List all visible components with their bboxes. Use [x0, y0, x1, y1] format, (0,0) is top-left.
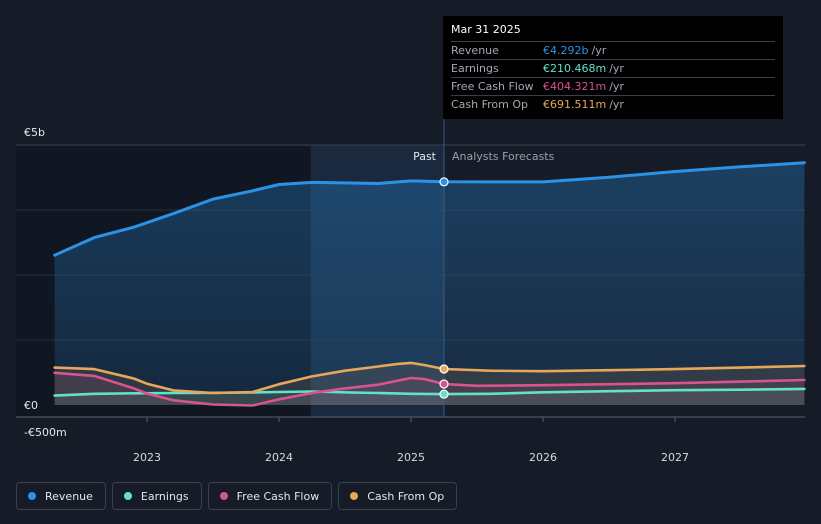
- past-label: Past: [413, 150, 437, 163]
- legend-dot-icon: [350, 492, 359, 500]
- cash-from-op-line: [53, 361, 806, 395]
- free-cash-flow-line: [53, 371, 806, 407]
- tooltip-row-earnings: Earnings €210.468m /yr: [451, 59, 775, 77]
- cash-from-op-area: [54, 362, 805, 405]
- earnings-line: [53, 387, 806, 397]
- legend-label: Revenue: [45, 489, 93, 503]
- x-tick-label: 2023: [133, 451, 161, 464]
- tooltip-value: €210.468m: [543, 62, 607, 75]
- legend-item-revenue[interactable]: Revenue: [16, 482, 106, 510]
- legend-dot-icon: [28, 492, 36, 500]
- tooltip-unit: /yr: [609, 80, 624, 93]
- tooltip-row-cash-from-op: Cash From Op €691.511m /yr: [451, 95, 775, 113]
- x-tick-label: 2026: [529, 451, 557, 464]
- cash-from-op-marker: [439, 364, 449, 374]
- tooltip: Mar 31 2025 Revenue €4.292b /yr Earnings…: [443, 16, 783, 119]
- forecast-label: Analysts Forecasts: [452, 150, 555, 163]
- revenue-line: [53, 161, 806, 257]
- tooltip-label: Revenue: [451, 44, 499, 57]
- legend-item-cash-from-op[interactable]: Cash From Op: [338, 482, 458, 510]
- y-axis-label: -€500m: [24, 426, 67, 439]
- tooltip-label: Cash From Op: [451, 98, 529, 111]
- free-cash-flow-area: [54, 372, 805, 406]
- y-axis-label: €5b: [24, 126, 45, 139]
- legend-label: Earnings: [140, 489, 189, 503]
- x-tick-label: 2025: [397, 451, 425, 464]
- legend-item-free-cash-flow[interactable]: Free Cash Flow: [207, 482, 333, 510]
- free-cash-flow-marker: [439, 379, 449, 389]
- earnings-marker: [439, 389, 449, 399]
- y-axis-label: €0: [24, 399, 38, 412]
- tooltip-value: €4.292b: [543, 44, 589, 57]
- tooltip-value: €404.321m: [543, 80, 607, 93]
- revenue-area: [54, 162, 805, 405]
- revenue-marker: [439, 177, 449, 187]
- x-tick-label: 2024: [265, 451, 293, 464]
- tooltip-row-revenue: Revenue €4.292b /yr: [451, 41, 775, 59]
- tooltip-date: Mar 31 2025: [451, 23, 521, 36]
- legend-label: Cash From Op: [367, 489, 445, 503]
- legend-item-earnings[interactable]: Earnings: [111, 482, 202, 510]
- tooltip-unit: /yr: [609, 62, 624, 75]
- tooltip-row-free-cash-flow: Free Cash Flow €404.321m /yr: [451, 77, 775, 95]
- tooltip-label: Earnings: [451, 62, 499, 75]
- tooltip-unit: /yr: [609, 98, 624, 111]
- tooltip-unit: /yr: [591, 44, 607, 57]
- legend-dot-icon: [123, 492, 132, 500]
- legend-dot-icon: [219, 492, 228, 500]
- tooltip-label: Free Cash Flow: [451, 80, 534, 93]
- x-tick-label: 2027: [661, 451, 689, 464]
- legend: Revenue Earnings Free Cash Flow Cash Fro…: [16, 482, 458, 510]
- tooltip-value: €691.511m: [543, 98, 607, 111]
- legend-label: Free Cash Flow: [236, 489, 320, 503]
